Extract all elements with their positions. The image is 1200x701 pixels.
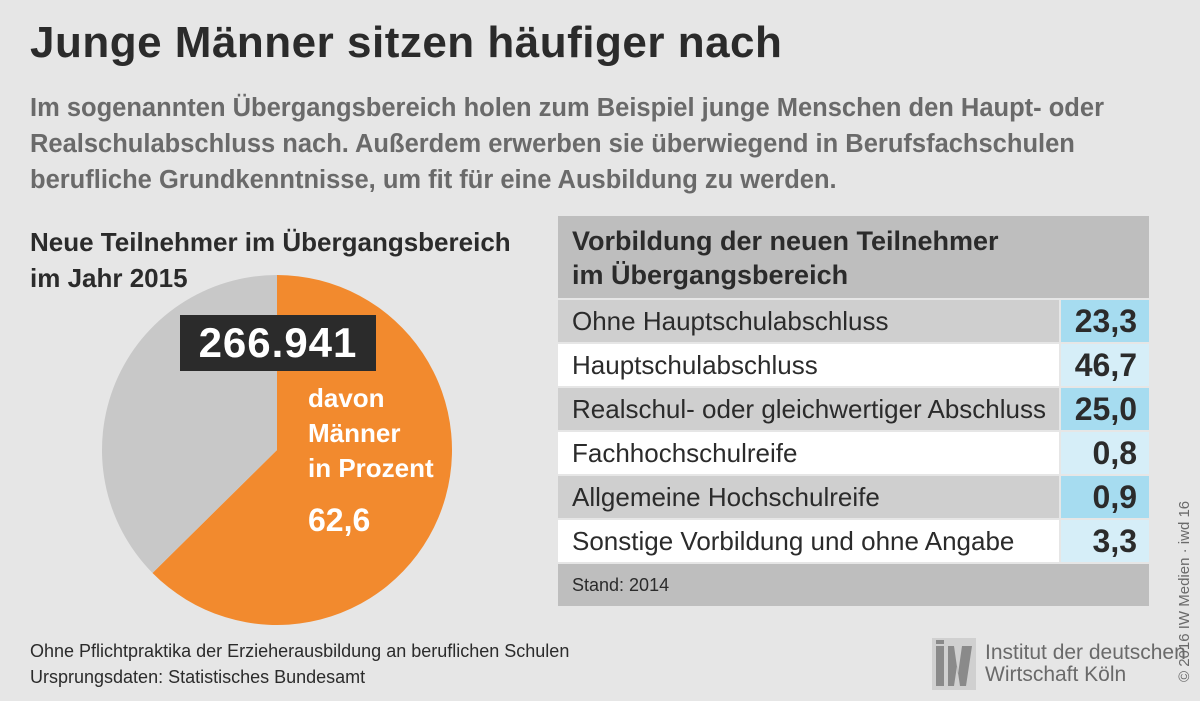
pie-label-line-2: Männer: [308, 418, 401, 448]
table-row-label: Realschul- oder gleichwertiger Abschluss: [558, 388, 1059, 430]
pie-slice-value-label: 62,6: [308, 502, 371, 538]
pie-slice-men: [152, 275, 452, 625]
total-participants-badge: 266.941: [180, 315, 376, 371]
institute-logo-text: Institut der deutschen Wirtschaft Köln: [985, 642, 1186, 686]
footnote-line-1: Ohne Pflichtpraktika der Erzieherausbild…: [30, 641, 570, 661]
table-header-line-1: Vorbildung der neuen Teilnehmer: [572, 226, 999, 256]
table-row-label: Fachhochschulreife: [558, 432, 1059, 474]
footnote-line-2: Ursprungsdaten: Statistisches Bundesamt: [30, 667, 366, 687]
pie-title-line-1: Neue Teilnehmer im Übergangsbereich: [30, 227, 511, 257]
table-row-label: Sonstige Vorbildung und ohne Angabe: [558, 520, 1059, 562]
table-row-label: Hauptschulabschluss: [558, 344, 1059, 386]
table-header-line-2: im Übergangsbereich: [572, 260, 849, 290]
pie-label-line-3: in Prozent: [308, 453, 434, 483]
table-row-value: 23,3: [1061, 300, 1149, 342]
logo-line-2: Wirtschaft Köln: [985, 663, 1127, 686]
education-table: Vorbildung der neuen Teilnehmer im Überg…: [558, 216, 1149, 606]
page-subtitle: Im sogenannten Übergangsbereich holen zu…: [30, 94, 1104, 194]
logo-line-1: Institut der deutschen: [985, 641, 1186, 664]
table-row-value: 0,8: [1061, 432, 1149, 474]
pie-label-line-1: davon: [308, 383, 385, 413]
table-row-label: Allgemeine Hochschulreife: [558, 476, 1059, 518]
table-row: Hauptschulabschluss 46,7: [558, 344, 1149, 386]
pie-chart-title: Neue Teilnehmer im Übergangsbereich im J…: [30, 224, 550, 296]
pie-title-line-2: im Jahr 2015: [30, 263, 188, 293]
table-row-label: Ohne Hauptschulabschluss: [558, 300, 1059, 342]
table-row: Fachhochschulreife 0,8: [558, 432, 1149, 474]
table-row-value: 46,7: [1061, 344, 1149, 386]
table-row: Realschul- oder gleichwertiger Abschluss…: [558, 388, 1149, 430]
table-row: Sonstige Vorbildung und ohne Angabe 3,3: [558, 520, 1149, 562]
table-row: Ohne Hauptschulabschluss 23,3: [558, 300, 1149, 342]
table-row-value: 25,0: [1061, 388, 1149, 430]
footnote: Ohne Pflichtpraktika der Erzieherausbild…: [30, 638, 569, 690]
pie-slice-label: davon Männer in Prozent: [308, 381, 468, 486]
table-footer: Stand: 2014: [558, 564, 1149, 606]
page-title: Junge Männer sitzen häufiger nach: [30, 18, 783, 67]
iw-logo-icon: [932, 638, 976, 690]
table-header: Vorbildung der neuen Teilnehmer im Überg…: [558, 216, 1149, 298]
table-row: Allgemeine Hochschulreife 0,9: [558, 476, 1149, 518]
table-row-value: 3,3: [1061, 520, 1149, 562]
table-row-value: 0,9: [1061, 476, 1149, 518]
copyright-notice: © 2016 IW Medien · iwd 16: [1176, 500, 1193, 682]
